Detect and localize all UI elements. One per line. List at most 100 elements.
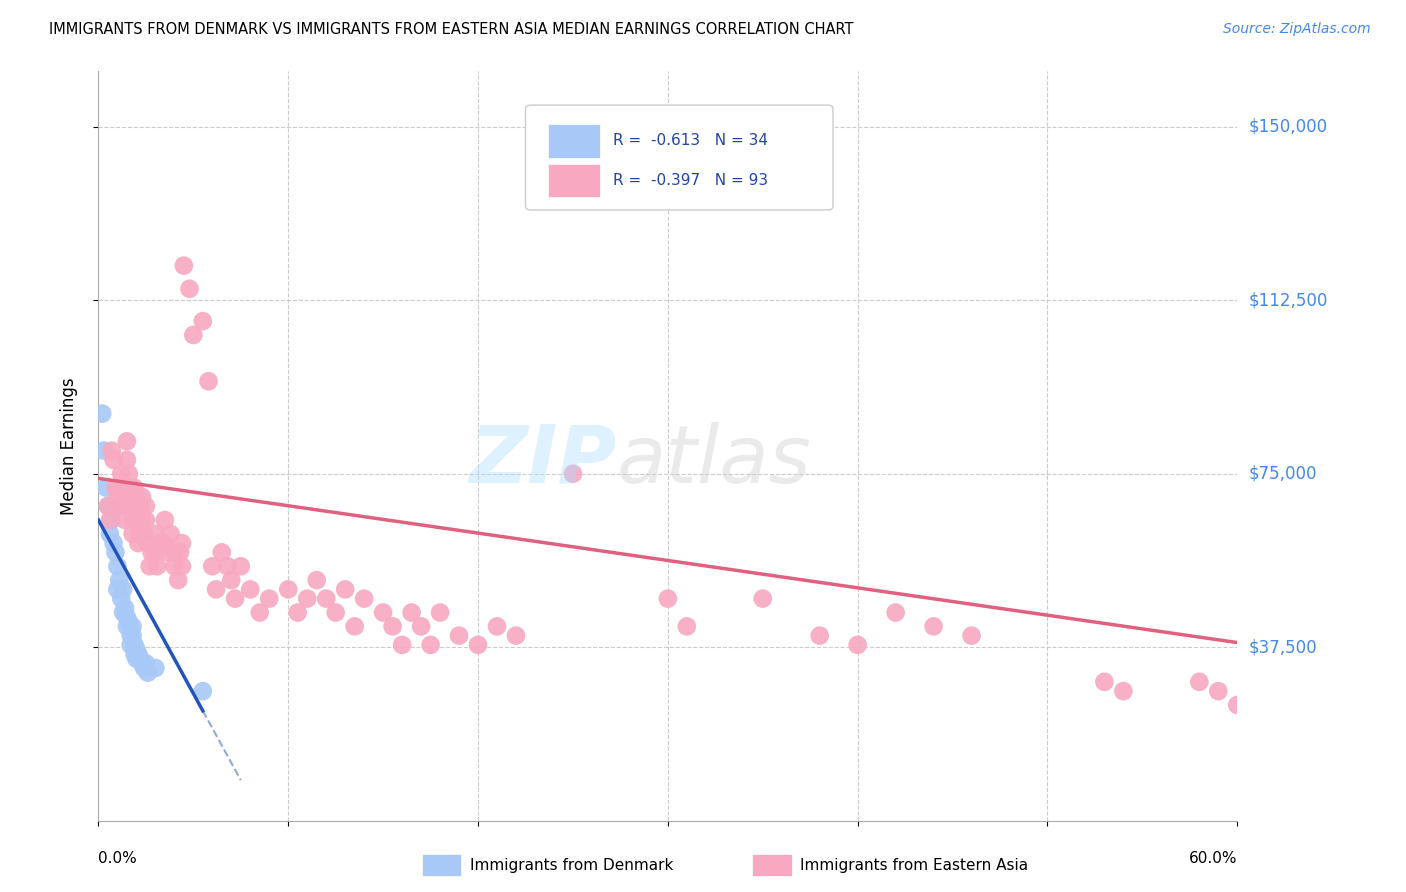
Point (145, 527, 167, 541)
Point (120, 638, 142, 652)
Point (121, 527, 143, 541)
Point (884, 606, 907, 620)
Point (120, 499, 142, 513)
Point (657, 591, 679, 606)
Point (221, 573, 243, 587)
Point (104, 481, 127, 495)
Point (100, 513, 122, 527)
Point (1112, 684, 1135, 698)
Point (429, 606, 451, 620)
Text: $37,500: $37,500 (1249, 638, 1317, 657)
Point (1094, 674, 1116, 689)
Point (127, 647, 149, 661)
Point (419, 638, 441, 652)
Text: $112,500: $112,500 (1249, 292, 1327, 310)
Point (125, 652, 148, 666)
Point (197, 374, 219, 388)
Point (391, 638, 413, 652)
Point (129, 527, 152, 541)
Point (163, 545, 186, 559)
Point (183, 328, 205, 343)
Point (98, 513, 121, 527)
Point (229, 559, 252, 574)
Point (1208, 684, 1230, 698)
Point (163, 559, 186, 574)
Point (97, 499, 120, 513)
Point (259, 591, 281, 606)
Point (335, 582, 357, 597)
Point (159, 527, 181, 541)
Point (124, 481, 146, 495)
Point (562, 467, 585, 481)
Point (676, 619, 699, 633)
Point (145, 545, 167, 559)
Point (150, 536, 173, 550)
Point (217, 559, 239, 574)
Point (110, 467, 132, 481)
Point (132, 527, 155, 541)
Point (107, 559, 129, 574)
Point (249, 606, 271, 620)
Point (115, 434, 138, 449)
Point (145, 661, 167, 675)
Point (100, 443, 122, 458)
FancyBboxPatch shape (526, 105, 832, 210)
Point (381, 619, 404, 633)
Text: 60.0%: 60.0% (1189, 851, 1237, 866)
Point (112, 582, 135, 597)
Point (135, 657, 157, 671)
Text: R =  -0.613   N = 34: R = -0.613 N = 34 (613, 133, 768, 148)
Point (103, 536, 125, 550)
Text: Immigrants from Eastern Asia: Immigrants from Eastern Asia (800, 858, 1028, 872)
Point (131, 513, 153, 527)
Point (121, 513, 143, 527)
Text: R =  -0.397   N = 93: R = -0.397 N = 93 (613, 172, 768, 187)
Point (98, 527, 121, 541)
FancyBboxPatch shape (548, 163, 599, 197)
Point (179, 282, 201, 296)
Point (132, 661, 155, 675)
Y-axis label: Median Earnings: Median Earnings (59, 377, 77, 515)
Point (169, 545, 191, 559)
Point (170, 536, 193, 550)
Point (173, 259, 195, 273)
Point (153, 513, 176, 527)
Point (110, 591, 132, 606)
Point (449, 629, 471, 643)
Point (131, 657, 153, 671)
Point (114, 600, 136, 615)
Point (211, 545, 233, 559)
Point (960, 629, 983, 643)
Point (108, 573, 131, 587)
Point (129, 652, 152, 666)
Point (191, 684, 214, 698)
Point (205, 582, 228, 597)
Point (97, 499, 120, 513)
Point (277, 582, 299, 597)
Text: 0.0%: 0.0% (98, 851, 138, 866)
Point (846, 638, 869, 652)
Point (107, 490, 129, 504)
Point (124, 638, 146, 652)
Point (118, 467, 141, 481)
Point (325, 606, 347, 620)
Point (146, 559, 169, 574)
Point (118, 615, 141, 629)
Point (108, 499, 131, 513)
Point (135, 499, 157, 513)
Point (153, 536, 176, 550)
Point (125, 513, 148, 527)
Point (112, 499, 135, 513)
Text: Immigrants from Denmark: Immigrants from Denmark (470, 858, 673, 872)
Point (94, 481, 117, 495)
Point (115, 619, 138, 633)
Point (121, 619, 143, 633)
Point (129, 499, 152, 513)
Text: $75,000: $75,000 (1249, 465, 1317, 483)
Point (91, 407, 114, 421)
Point (115, 453, 138, 467)
Point (141, 545, 163, 559)
Point (136, 536, 159, 550)
Point (121, 629, 143, 643)
Point (371, 606, 394, 620)
